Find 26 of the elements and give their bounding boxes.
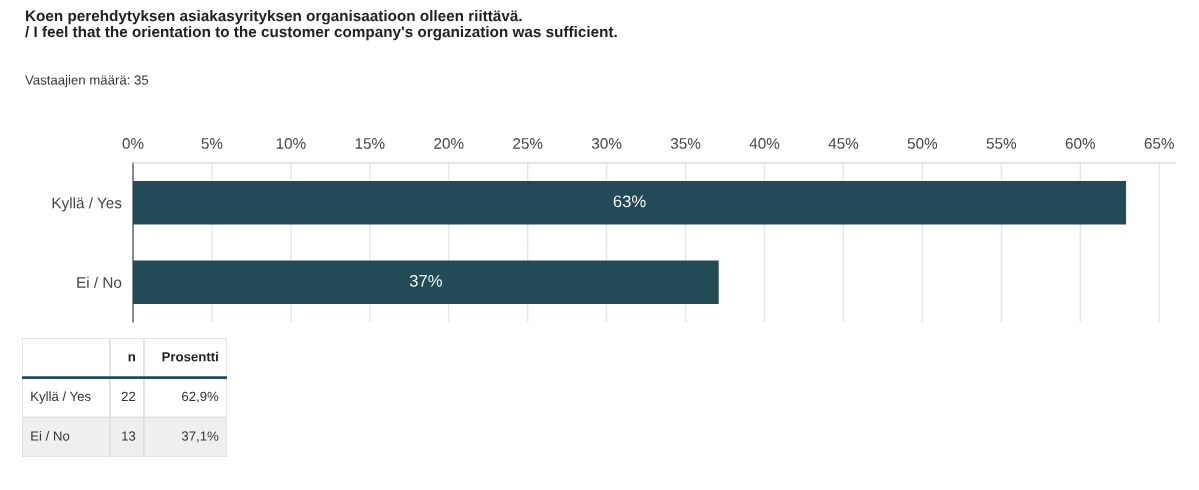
chart-title: Koen perehdytyksen asiakasyrityksen organisaatioon olleen riittävä. / I feel that the orientation to the customer company's organization was sufficient. xyxy=(25,10,617,41)
x-tick-label: 25% xyxy=(513,138,543,149)
text: 37,1% xyxy=(181,431,219,443)
x-tick-label: 35% xyxy=(670,138,701,149)
x-tick-label: 60% xyxy=(1065,138,1096,149)
category-label: Kyllä / Yes xyxy=(31,391,91,404)
data-label: 37% xyxy=(409,274,442,287)
x-tick-label: 20% xyxy=(434,138,464,149)
x-tick-label: 10% xyxy=(276,138,306,149)
text: 13 xyxy=(122,431,136,441)
x-tick-label: 15% xyxy=(355,138,385,149)
x-tick-label: 65% xyxy=(1144,138,1174,149)
x-tick-label: 50% xyxy=(907,138,938,149)
category-label: n xyxy=(128,354,135,362)
x-tick-label: 5% xyxy=(201,138,223,149)
x-tick-label: 0% xyxy=(122,138,144,149)
chart-subtitle: Vastaajien määrä: 35 xyxy=(25,75,149,88)
x-tick-label: 55% xyxy=(986,138,1017,149)
x-tick-label: 45% xyxy=(828,138,859,149)
category-label: Ei / No xyxy=(31,431,70,441)
category-label: Prosentti xyxy=(162,351,218,362)
x-tick-label: 30% xyxy=(591,138,622,149)
text: 22 xyxy=(121,391,136,401)
x-tick-label: 40% xyxy=(749,138,780,149)
text: 62,9% xyxy=(182,391,219,403)
data-label: 63% xyxy=(613,195,646,208)
